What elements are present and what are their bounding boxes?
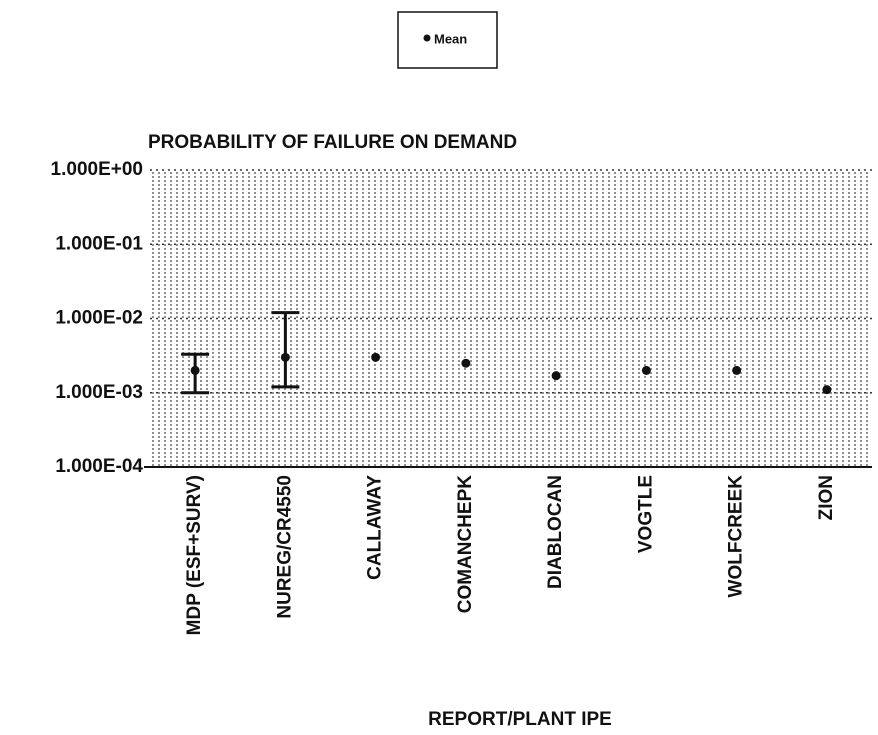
y-tick-label: 1.000E-02 [55, 308, 143, 329]
y-tick-label: 1.000E-04 [55, 456, 143, 477]
mean-point [371, 352, 381, 362]
mean-point [732, 365, 742, 375]
y-tick-label: 1.000E-03 [55, 382, 143, 403]
x-tick-label: COMANCHEPK [455, 475, 476, 614]
chart-title: PROBABILITY OF FAILURE ON DEMAND [148, 132, 517, 153]
mean-point [551, 371, 561, 381]
legend-box [397, 11, 498, 69]
x-axis-label: REPORT/PLANT IPE [428, 709, 612, 730]
x-tick-label: WOLFCREEK [726, 475, 747, 598]
y-tick-label: 1.000E-01 [55, 233, 143, 254]
mean-point [461, 358, 471, 368]
x-tick-label: CALLAWAY [365, 475, 386, 580]
mean-point [280, 352, 290, 362]
x-tick-label: MDP (ESF+SURV) [184, 475, 205, 635]
x-tick-label: DIABLOCAN [545, 475, 566, 589]
y-tick-label: 1.000E+00 [51, 159, 143, 180]
legend-marker [423, 34, 431, 42]
mean-point [190, 365, 200, 375]
mean-point [822, 385, 832, 395]
x-tick-label: ZION [816, 475, 837, 520]
x-tick-label: NUREG/CR4550 [274, 475, 295, 619]
x-tick-label: VOGTLE [635, 475, 656, 553]
mean-point [641, 365, 651, 375]
legend-label: Mean [434, 31, 467, 46]
